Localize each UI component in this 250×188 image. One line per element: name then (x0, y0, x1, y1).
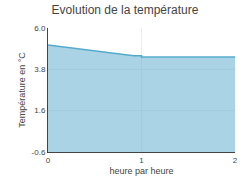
svg-text:0: 0 (46, 156, 51, 165)
svg-text:-0.6: -0.6 (32, 148, 46, 157)
svg-text:1.6: 1.6 (34, 106, 46, 115)
svg-text:6.0: 6.0 (34, 24, 46, 33)
svg-text:1: 1 (139, 156, 144, 165)
svg-text:Température en °C: Température en °C (17, 52, 27, 128)
svg-text:2: 2 (233, 156, 238, 165)
svg-text:heure par heure: heure par heure (109, 166, 173, 176)
svg-text:Evolution de la température: Evolution de la température (52, 3, 199, 17)
svg-text:3.8: 3.8 (34, 65, 46, 74)
